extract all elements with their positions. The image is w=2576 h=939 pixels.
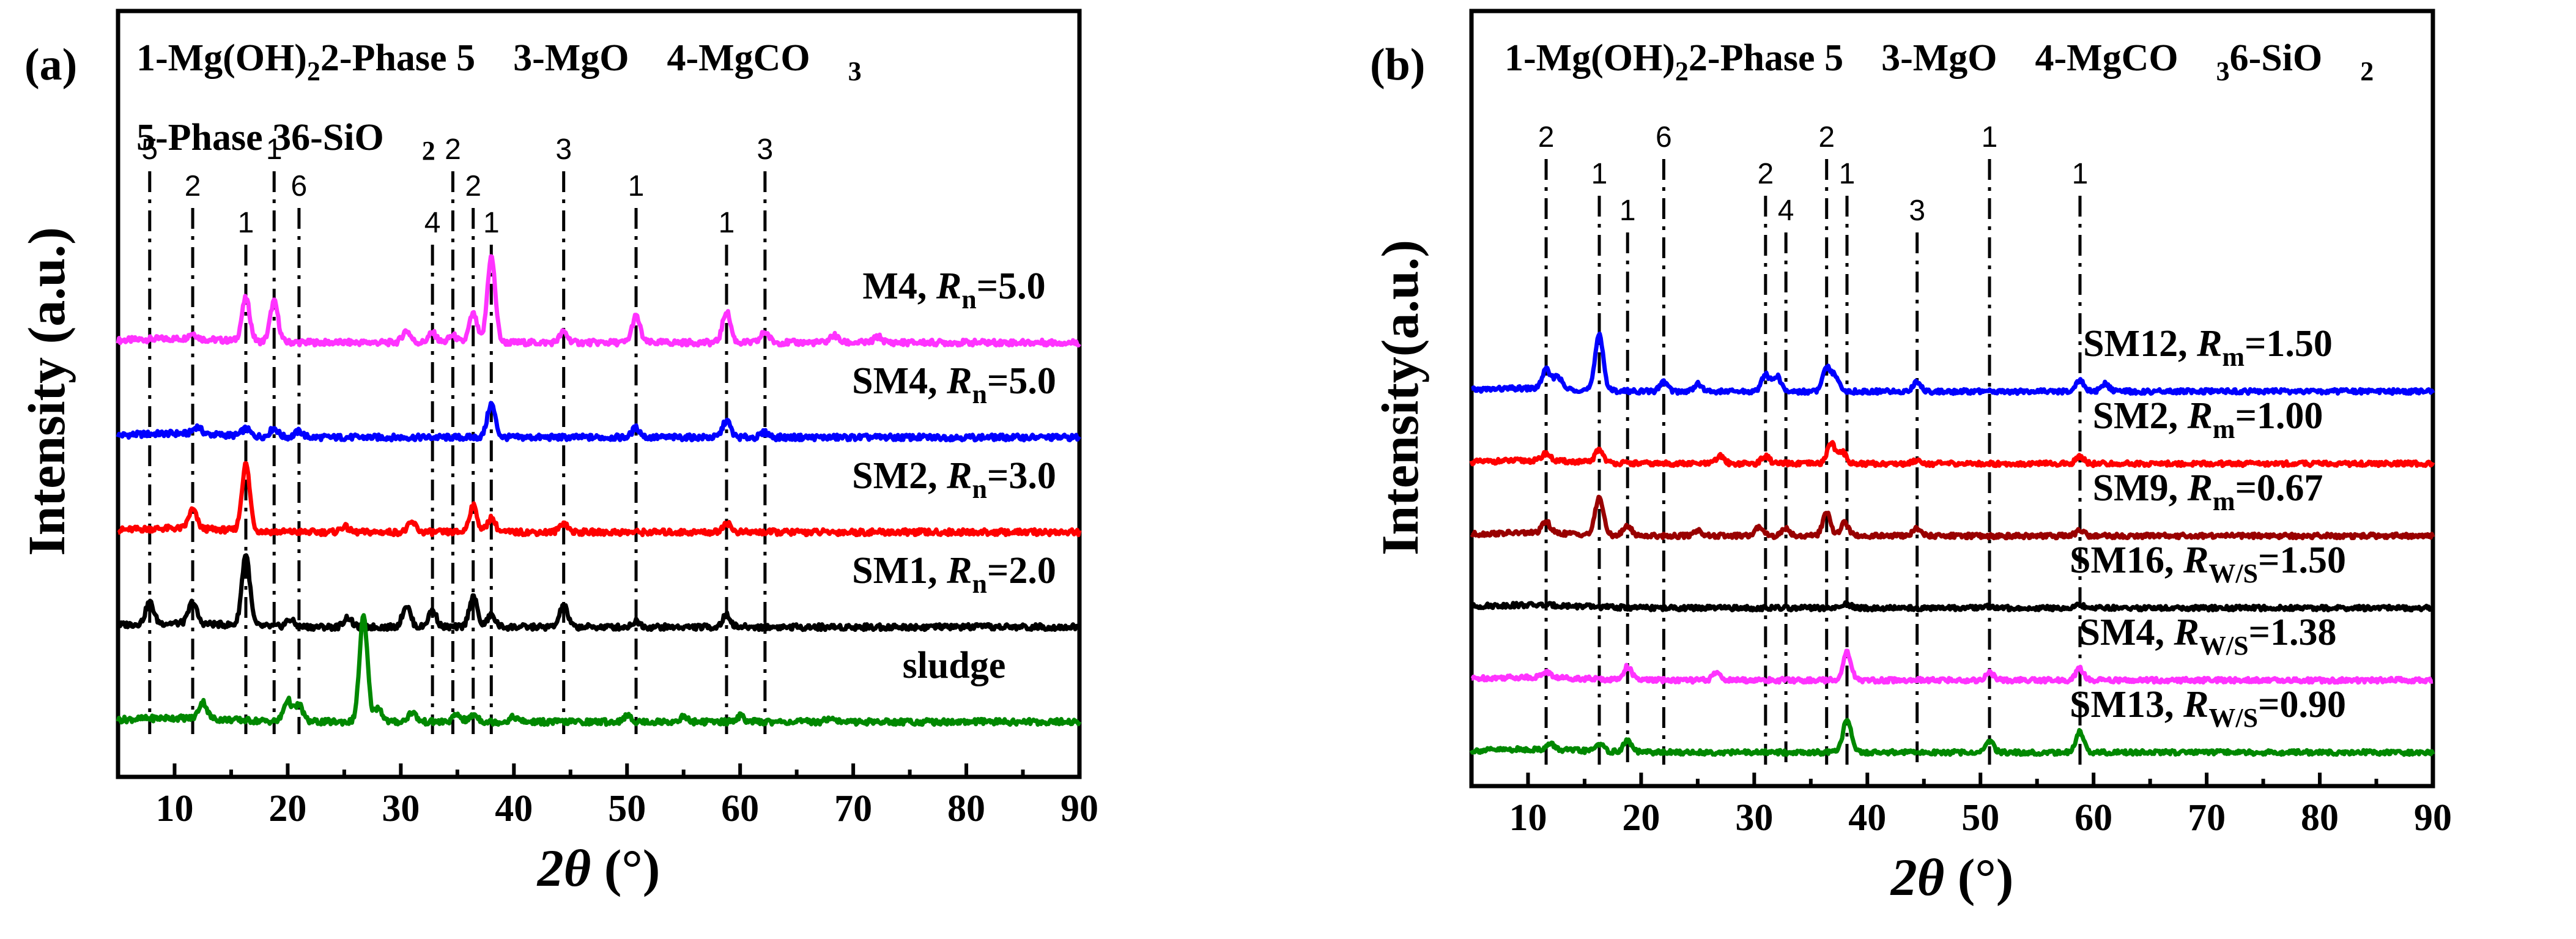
- peak-label: 4: [1778, 195, 1794, 227]
- x-tick-label: 50: [1961, 797, 1999, 839]
- series-label: SM4, RW/S=1.38: [2079, 612, 2337, 661]
- panel-label: (b): [1370, 40, 1425, 90]
- peak-label: 4: [424, 207, 441, 239]
- xrd-trace: [1470, 494, 2435, 541]
- peak-label: 1: [1839, 158, 1856, 190]
- peak-label: 2: [465, 170, 481, 202]
- x-tick-label: 30: [382, 788, 420, 830]
- x-tick-label: 70: [834, 788, 872, 830]
- series-label: SM2, Rn=3.0: [852, 455, 1056, 504]
- peak-label: 1: [719, 207, 735, 239]
- panel-a: 10 20 30 40 50 60 70 80 90 2θ (°) Intensity (a.u.)…: [17, 9, 1098, 897]
- series-label: SM4, Rn=5.0: [852, 360, 1056, 409]
- peak-label: 3: [1909, 195, 1925, 227]
- y-axis-label: Intensity(a.u.): [1371, 240, 1429, 555]
- x-tick-label: 20: [268, 788, 306, 830]
- series-label: SM13, RW/S=0.90: [2070, 684, 2346, 733]
- x-tick-label: 90: [1060, 788, 1098, 830]
- peak-label: 1: [1619, 195, 1636, 227]
- x-axis-label: 2θ (°): [1890, 848, 2014, 907]
- xrd-trace: [116, 613, 1082, 727]
- y-axis-label: Intensity (a.u.): [17, 227, 76, 556]
- peak-label: 1: [2072, 158, 2089, 190]
- phase-legend: 5-Phase 36-SiO 2: [136, 117, 435, 166]
- peak-label: 5: [141, 133, 158, 166]
- peak-label: 3: [555, 133, 572, 166]
- xrd-trace: [1469, 600, 2435, 613]
- x-tick-label: 50: [608, 788, 646, 830]
- series-label: SM12, Rm=1.50: [2083, 323, 2333, 372]
- xrd-trace: [116, 553, 1082, 633]
- series-label: SM9, Rm=0.67: [2093, 467, 2323, 516]
- peak-label: 1: [238, 207, 254, 239]
- peak-label: 6: [1656, 121, 1672, 154]
- peak-label: 1: [628, 170, 645, 202]
- peak-label: 1: [483, 207, 500, 239]
- phase-legend: 1-Mg(OH)22-Phase 5 3-MgO 4-MgCO 36-SiO 2: [1505, 37, 2374, 86]
- panel-label: (a): [24, 40, 77, 90]
- plot-frame: [116, 9, 1082, 779]
- plot-frame: [1469, 9, 2435, 789]
- xrd-trace: [116, 254, 1081, 348]
- xrd-trace: [117, 461, 1082, 538]
- x-tick-label: 10: [1509, 797, 1547, 839]
- xrd-trace: [1469, 718, 2435, 757]
- peak-label: 2: [1538, 121, 1555, 154]
- series-label: SM2, Rm=1.00: [2093, 395, 2323, 444]
- xrd-trace: [1470, 648, 2434, 685]
- series-label: SM16, RW/S=1.50: [2070, 540, 2346, 588]
- panel-b: 10 20 30 40 50 60 70 80 90 2θ (°) Intensity(a.u.) (…: [1370, 9, 2452, 907]
- peak-label: 1: [1982, 121, 1998, 154]
- peak-label: 2: [445, 133, 461, 166]
- x-tick-label: 40: [495, 788, 533, 830]
- peak-label: 3: [757, 133, 774, 166]
- series-label: M4, Rn=5.0: [862, 265, 1045, 314]
- phase-legend: 1-Mg(OH)22-Phase 5 3-MgO 4-MgCO 3: [136, 37, 862, 86]
- x-tick-label: 40: [1848, 797, 1886, 839]
- x-tick-label: 80: [947, 788, 985, 830]
- xrd-trace: [1470, 332, 2435, 396]
- xrd-trace: [1469, 440, 2435, 469]
- x-axis-label: 2θ (°): [536, 839, 661, 897]
- peak-label: 6: [291, 170, 308, 202]
- series-label: SM1, Rn=2.0: [852, 550, 1056, 599]
- x-tick-label: 70: [2188, 797, 2226, 839]
- x-tick-label: 90: [2414, 797, 2452, 839]
- peak-label: 1: [1591, 158, 1608, 190]
- x-tick-label: 10: [155, 788, 193, 830]
- xrd-trace: [116, 401, 1081, 443]
- peak-label: 1: [266, 133, 283, 166]
- x-tick-label: 20: [1622, 797, 1660, 839]
- peak-label: 2: [1818, 121, 1835, 154]
- x-tick-label: 30: [1735, 797, 1773, 839]
- x-tick-label: 60: [721, 788, 759, 830]
- x-tick-label: 60: [2074, 797, 2112, 839]
- peak-label: 2: [1757, 158, 1774, 190]
- series-label: sludge: [903, 645, 1006, 686]
- peak-label: 2: [185, 170, 201, 202]
- x-tick-label: 80: [2301, 797, 2339, 839]
